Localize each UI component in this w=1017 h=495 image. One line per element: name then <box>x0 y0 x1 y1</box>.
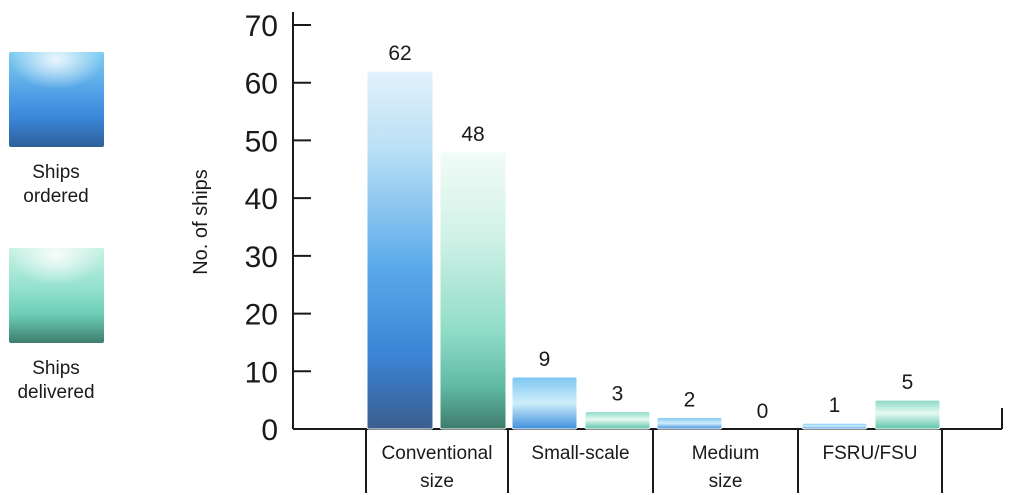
category-label: Small-scale <box>531 443 629 464</box>
legend-swatch-ordered <box>8 52 104 147</box>
data-label-ordered: 2 <box>684 388 696 411</box>
category-label: FSRU/FSU <box>823 443 918 464</box>
y-axis-title: No. of ships <box>190 169 212 275</box>
data-label-delivered: 5 <box>902 371 914 394</box>
bar-delivered <box>584 411 651 430</box>
bar-ordered <box>801 422 868 430</box>
legend-label-delivered: Ships delivered <box>0 357 112 405</box>
y-tick-label: 60 <box>245 68 278 101</box>
y-tick-label: 70 <box>245 10 278 43</box>
y-tick-label: 0 <box>261 414 278 447</box>
y-tick-label: 50 <box>245 125 278 158</box>
legend-delivered: Ships delivered <box>0 248 112 405</box>
y-tick-label: 10 <box>245 356 278 389</box>
data-labels: 62 48 9 3 2 0 1 5 <box>388 42 913 423</box>
data-label-ordered: 9 <box>539 348 551 371</box>
data-label-ordered: 1 <box>829 394 841 417</box>
data-label-delivered: 0 <box>757 400 769 423</box>
category-labels: Conventional size Small-scale Medium size FSR… <box>365 429 943 493</box>
category-label: Medium <box>692 443 760 464</box>
bars <box>366 70 941 430</box>
bar-ordered <box>366 70 434 430</box>
data-label-ordered: 62 <box>388 42 411 65</box>
data-label-delivered: 48 <box>461 123 484 146</box>
bar-delivered <box>874 399 941 430</box>
legend-text-ordered: Ships ordered <box>23 162 89 207</box>
legend-text-delivered: Ships delivered <box>17 358 95 403</box>
legend-ordered: Ships ordered <box>0 52 112 209</box>
y-tick-label: 40 <box>245 183 278 216</box>
bar-ordered <box>511 376 578 430</box>
data-label-delivered: 3 <box>612 383 624 406</box>
bar-ordered <box>656 416 723 430</box>
bar-delivered <box>439 151 507 430</box>
y-tick-label: 30 <box>245 241 278 274</box>
category-label: size <box>709 471 743 492</box>
legend-swatch-delivered <box>8 248 104 343</box>
legend-label-ordered: Ships ordered <box>0 161 112 209</box>
category-label: size <box>420 471 454 492</box>
y-tick-label: 20 <box>245 299 278 332</box>
category-label: Conventional <box>382 443 493 464</box>
